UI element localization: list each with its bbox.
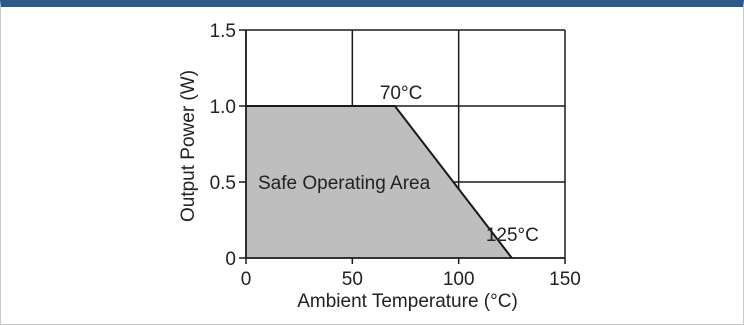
safe-operating-area-label-bg (254, 171, 435, 196)
annotation-70c: 70°C (380, 83, 422, 104)
safe-operating-area-label: Safe Operating Area (258, 173, 431, 194)
y-tick-label: 1.5 (210, 21, 236, 42)
tick-labels: 0 50 100 150 0 0.5 1.0 1.5 (210, 21, 581, 290)
x-tick-label: 150 (549, 269, 581, 290)
annotation-125c: 125°C (486, 225, 539, 246)
derating-curve (246, 105, 513, 259)
x-axis-title: Ambient Temperature (°C) (297, 291, 518, 312)
y-tick-label: 0.5 (210, 173, 236, 194)
x-tick-label: 100 (443, 269, 475, 290)
y-tick-label: 1.0 (210, 97, 236, 118)
y-tick-label: 0 (225, 249, 236, 270)
x-tick-label: 0 (241, 269, 252, 290)
y-axis-title: Output Power (W) (178, 70, 199, 222)
x-tick-label: 50 (342, 269, 363, 290)
